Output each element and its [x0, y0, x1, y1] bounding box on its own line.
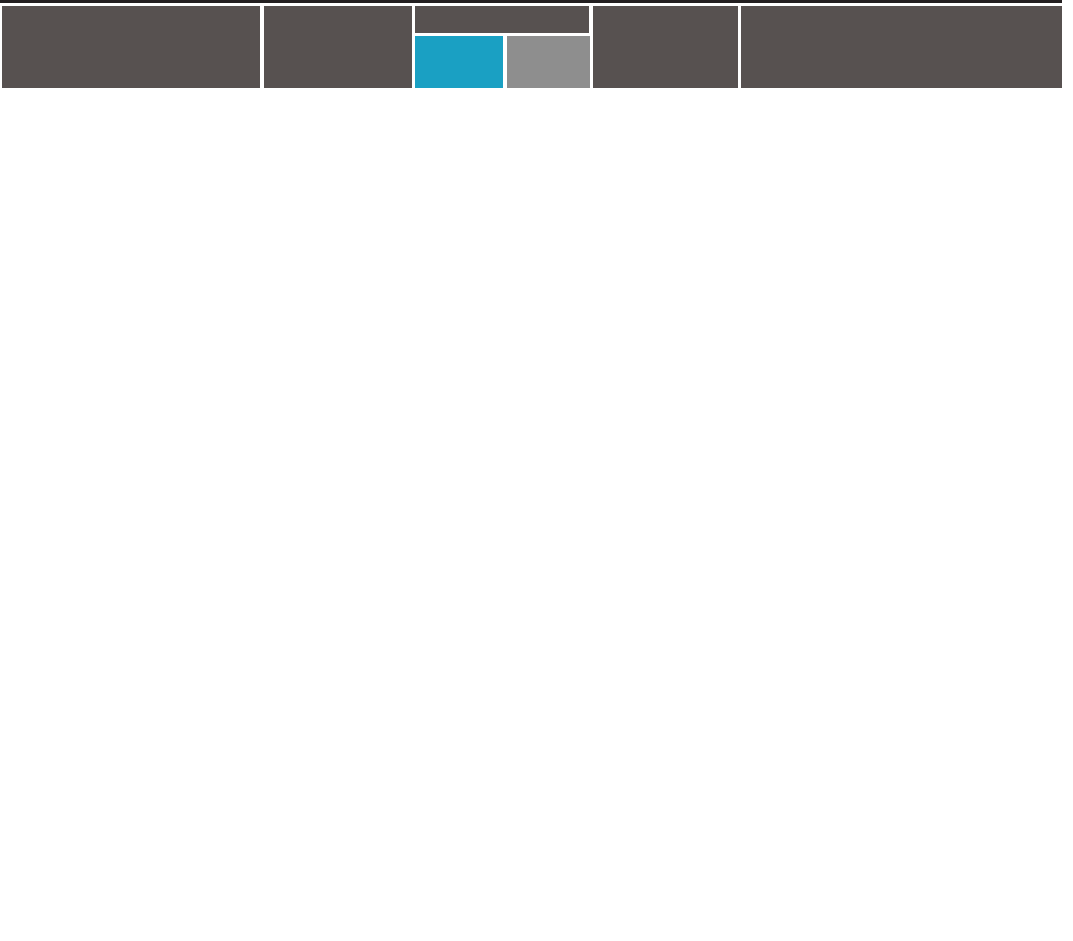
double-arrow-icon: [828, 857, 836, 877]
chemo-column-header: [507, 36, 590, 88]
category-column-header: [2, 6, 260, 88]
forest-plot-figure: [0, 0, 1073, 941]
nivo-chemo-column-header: [415, 36, 503, 88]
axis-direction-label: [828, 857, 836, 877]
hr-ci-column-header: [741, 6, 1062, 88]
median-os-header: [415, 6, 589, 33]
x-axis-line: [0, 0, 1062, 3]
subgroup-column-header: [264, 6, 412, 88]
hr-for-death-column-header: [593, 6, 738, 88]
